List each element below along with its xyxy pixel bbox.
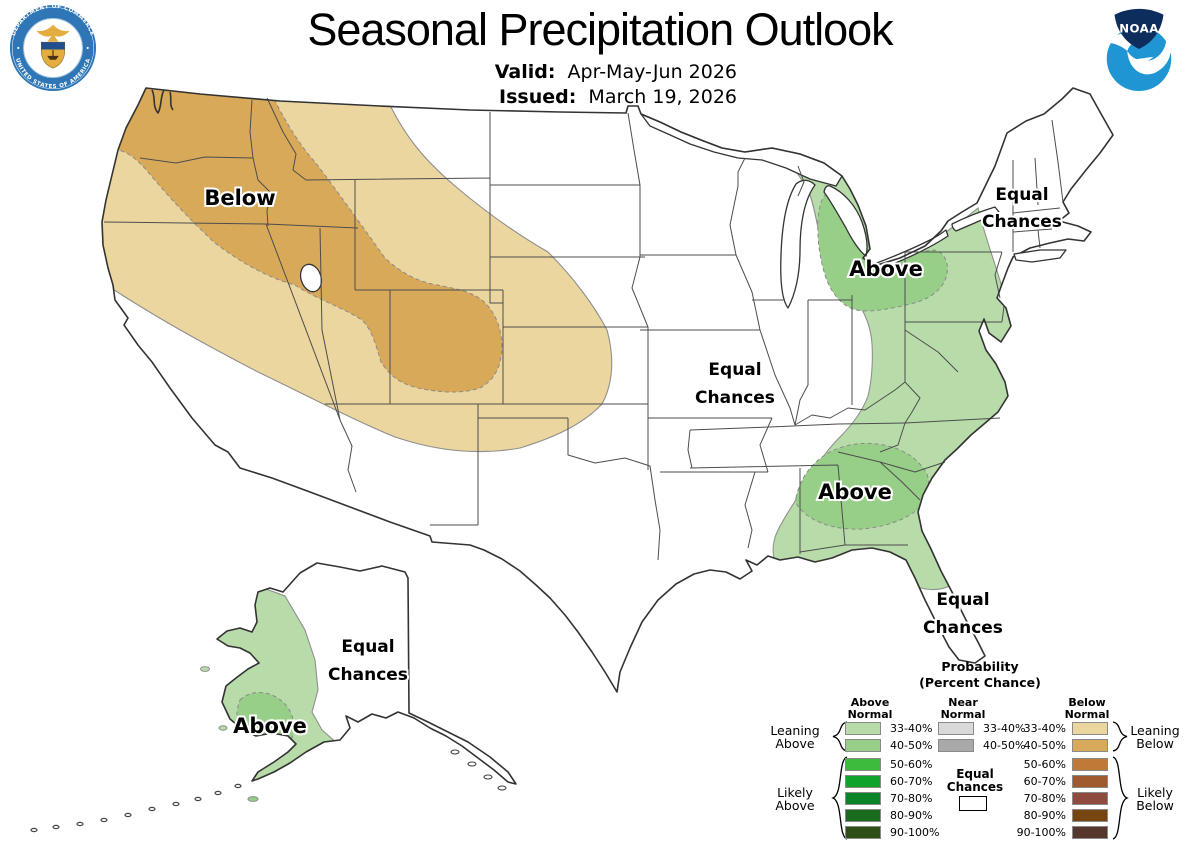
lake-erie <box>873 229 949 268</box>
issued-line: Issued: March 19, 2026 <box>337 85 737 110</box>
legend-equal-chances-label2: Chances <box>946 780 1004 794</box>
legend-leaning-below-label: Leaning Below <box>1130 723 1180 751</box>
brace-leaning-above <box>832 721 848 752</box>
label-above-north: Above <box>849 257 923 281</box>
department-of-commerce-seal: DEPARTMENT OF COMMERCE UNITED STATES OF … <box>9 4 97 92</box>
legend-range-label: 60-70% <box>890 775 933 788</box>
puget-sound-inlet <box>151 89 174 114</box>
noaa-fan-icon <box>1114 8 1164 49</box>
legend-leaning-above-label: Leaning Above <box>770 723 820 751</box>
legend-range-label: 40-50% <box>1023 739 1066 752</box>
legend-braces <box>831 721 1129 840</box>
brace-likely-above <box>831 756 848 840</box>
brace-likely-below <box>1112 756 1129 840</box>
label-below-west: Below <box>204 186 275 210</box>
legend-range-label: 50-60% <box>1023 758 1066 771</box>
legend-range-label: 70-80% <box>890 792 933 805</box>
brace-leaning-below <box>1112 721 1128 752</box>
lake-michigan <box>780 179 816 309</box>
legend-range-label: 90-100% <box>890 826 940 839</box>
noaa-logo-text: NOAA <box>1119 21 1159 35</box>
legend-swatch <box>845 792 881 805</box>
legend-header-above-normal: Above Normal <box>847 696 893 721</box>
legend-title: Probability <box>941 659 1019 674</box>
legend-range-label: 80-90% <box>890 809 933 822</box>
legend-swatch <box>845 739 881 752</box>
legend-range-label: 33-40% <box>983 722 1026 735</box>
legend-likely-below-label: Likely Below <box>1136 785 1174 813</box>
legend-swatch <box>845 809 881 822</box>
svg-text:Equal: Equal <box>995 185 1048 205</box>
state-borders-east <box>837 119 1064 501</box>
legend-equal-chances-swatch <box>959 796 987 811</box>
valid-label: Valid: <box>494 61 556 83</box>
doc-eagle-icon <box>36 24 70 42</box>
conus-outline <box>101 87 1114 693</box>
legend-swatch <box>1072 775 1108 788</box>
legend-swatch <box>938 739 974 752</box>
issued-label: Issued: <box>499 86 577 108</box>
label-equal-chances-central: Equal Chances <box>693 358 777 410</box>
doc-shield-icon <box>40 41 66 69</box>
lake-ontario <box>951 206 1000 232</box>
label-equal-chances-alaska: Equal Chances <box>326 635 410 687</box>
svg-text:Chances: Chances <box>982 212 1062 232</box>
legend-range-label: 80-90% <box>1023 809 1066 822</box>
svg-text:Chances: Chances <box>695 388 775 408</box>
legend-swatch <box>845 775 881 788</box>
legend-range-label: 33-40% <box>1023 722 1066 735</box>
legend-swatch <box>1072 792 1108 805</box>
svg-text:Chances: Chances <box>923 618 1003 638</box>
legend-range-label: 40-50% <box>983 739 1026 752</box>
label-above-southeast: Above <box>818 480 892 504</box>
issue-info: Valid: Apr-May-Jun 2026 Issued: March 19… <box>337 60 737 110</box>
long-island <box>1013 249 1067 263</box>
legend-swatch <box>1072 809 1108 822</box>
svg-text:Equal: Equal <box>708 360 761 380</box>
legend-swatch <box>845 758 881 771</box>
valid-value: Apr-May-Jun 2026 <box>567 61 737 83</box>
legend-swatch <box>938 722 974 735</box>
legend-range-label: 40-50% <box>890 739 933 752</box>
svg-text:Equal: Equal <box>341 637 394 657</box>
svg-text:Chances: Chances <box>328 665 408 685</box>
legend-subtitle: (Percent Chance) <box>919 675 1041 690</box>
legend-swatch <box>1072 826 1108 839</box>
label-above-alaska: Above <box>233 714 307 738</box>
svg-text:Equal: Equal <box>936 590 989 610</box>
below-normal-inner-region <box>102 88 503 393</box>
legend-range-label: 90-100% <box>1016 826 1066 839</box>
legend-swatch <box>1072 739 1108 752</box>
alaska-green-islands <box>200 666 259 802</box>
state-borders-west <box>103 97 661 561</box>
legend-likely-above-label: Likely Above <box>775 785 815 813</box>
legend-swatch <box>845 826 881 839</box>
label-equal-chances-florida: Equal Chances <box>921 588 1005 640</box>
legend-range-label: 50-60% <box>890 758 933 771</box>
state-borders-central <box>489 112 908 554</box>
legend-range-label: 33-40% <box>890 722 933 735</box>
noaa-logo: NOAA <box>1097 8 1181 92</box>
legend-swatch <box>1072 722 1108 735</box>
lake-huron <box>823 185 868 257</box>
legend-range-label: 60-70% <box>1023 775 1066 788</box>
legend-equal-chances-label: Equal <box>956 767 994 781</box>
alaska-panhandle-islands <box>450 749 507 791</box>
valid-line: Valid: Apr-May-Jun 2026 <box>337 60 737 85</box>
label-equal-chances-northeast: Equal Chances <box>980 183 1064 234</box>
legend-swatch <box>1072 758 1108 771</box>
issued-value: March 19, 2026 <box>588 86 737 108</box>
legend-range-label: 70-80% <box>1023 792 1066 805</box>
legend-header-below-normal: Below Normal <box>1064 696 1110 721</box>
legend-header-near-normal: Near Normal <box>940 696 986 721</box>
page-title: Seasonal Precipitation Outlook <box>307 4 893 55</box>
alaska-outline <box>216 562 517 785</box>
legend-swatch <box>845 722 881 735</box>
aleutian-islands <box>30 783 242 833</box>
